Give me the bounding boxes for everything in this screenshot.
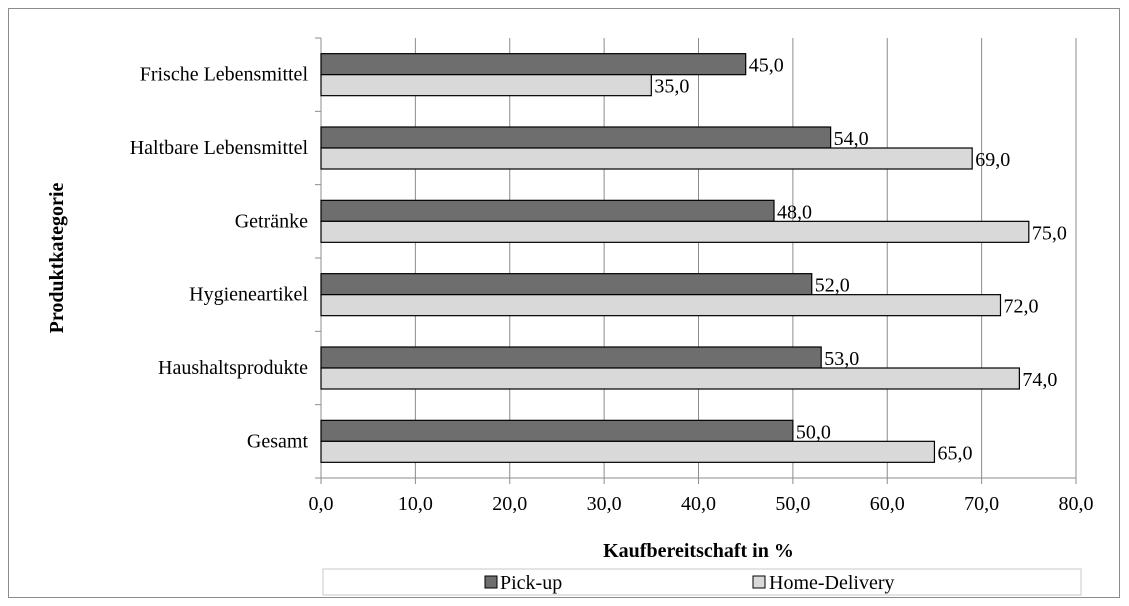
data-label-pick-up: 50,0 — [796, 421, 831, 443]
y-tick-label: Frische Lebensmittel — [140, 64, 309, 86]
legend-box — [322, 568, 1082, 596]
y-tick-label: Hygieneartikel — [189, 284, 308, 306]
bar-home-delivery — [320, 147, 973, 170]
x-tick-label: 70,0 — [964, 493, 999, 515]
bar-pick-up — [320, 199, 775, 222]
data-label-home-delivery: 74,0 — [1022, 369, 1057, 391]
y-axis-title: Produktkategorie — [46, 183, 68, 334]
y-tick-label: Gesamt — [247, 430, 309, 452]
x-tick-label: 30,0 — [587, 493, 622, 515]
data-label-home-delivery: 35,0 — [654, 76, 689, 98]
x-tick-label: 60,0 — [870, 493, 905, 515]
data-label-home-delivery: 72,0 — [1004, 296, 1039, 318]
legend-swatch-home-delivery — [752, 575, 766, 589]
data-label-pick-up: 54,0 — [834, 128, 869, 150]
data-label-home-delivery: 65,0 — [937, 442, 972, 464]
legend-label-pick-up: Pick-up — [500, 572, 562, 594]
bar-pick-up — [320, 273, 813, 296]
bar-pick-up — [320, 126, 832, 149]
y-tick-label: Haushaltsprodukte — [158, 357, 308, 379]
bar-chart: 0,0 10,0 20,0 30,0 40,0 50,0 60,0 70,0 80,0 Frisc… — [46, 37, 1094, 596]
x-axis-title: Kaufbereitschaft in % — [603, 540, 794, 562]
bar-home-delivery — [320, 220, 1030, 243]
data-label-pick-up: 52,0 — [815, 275, 850, 297]
x-tick-label: 40,0 — [681, 493, 716, 515]
bar-home-delivery — [320, 294, 1002, 317]
data-label-home-delivery: 69,0 — [975, 149, 1010, 171]
chart-frame: 0,0 10,0 20,0 30,0 40,0 50,0 60,0 70,0 80,0 Frisc… — [8, 8, 1120, 598]
data-label-pick-up: 53,0 — [824, 348, 859, 370]
bar-pick-up — [320, 53, 747, 76]
x-tick-label: 0,0 — [309, 493, 334, 515]
data-label-home-delivery: 75,0 — [1032, 222, 1067, 244]
bar-home-delivery — [320, 367, 1020, 390]
x-tick-label: 20,0 — [492, 493, 527, 515]
data-label-pick-up: 48,0 — [777, 201, 812, 223]
bar-home-delivery — [320, 440, 936, 463]
data-label-pick-up: 45,0 — [749, 55, 784, 77]
legend-swatch-pick-up — [484, 575, 498, 589]
x-tick-label: 10,0 — [398, 493, 433, 515]
x-tick-label: 80,0 — [1059, 493, 1094, 515]
bar-pick-up — [320, 346, 822, 369]
y-tick-label: Getränke — [235, 210, 308, 232]
x-tick-label: 50,0 — [775, 493, 810, 515]
bar-home-delivery — [320, 74, 652, 97]
bar-pick-up — [320, 419, 794, 442]
y-tick-label: Haltbare Lebensmittel — [130, 137, 309, 159]
legend-label-home-delivery: Home-Delivery — [769, 572, 895, 594]
